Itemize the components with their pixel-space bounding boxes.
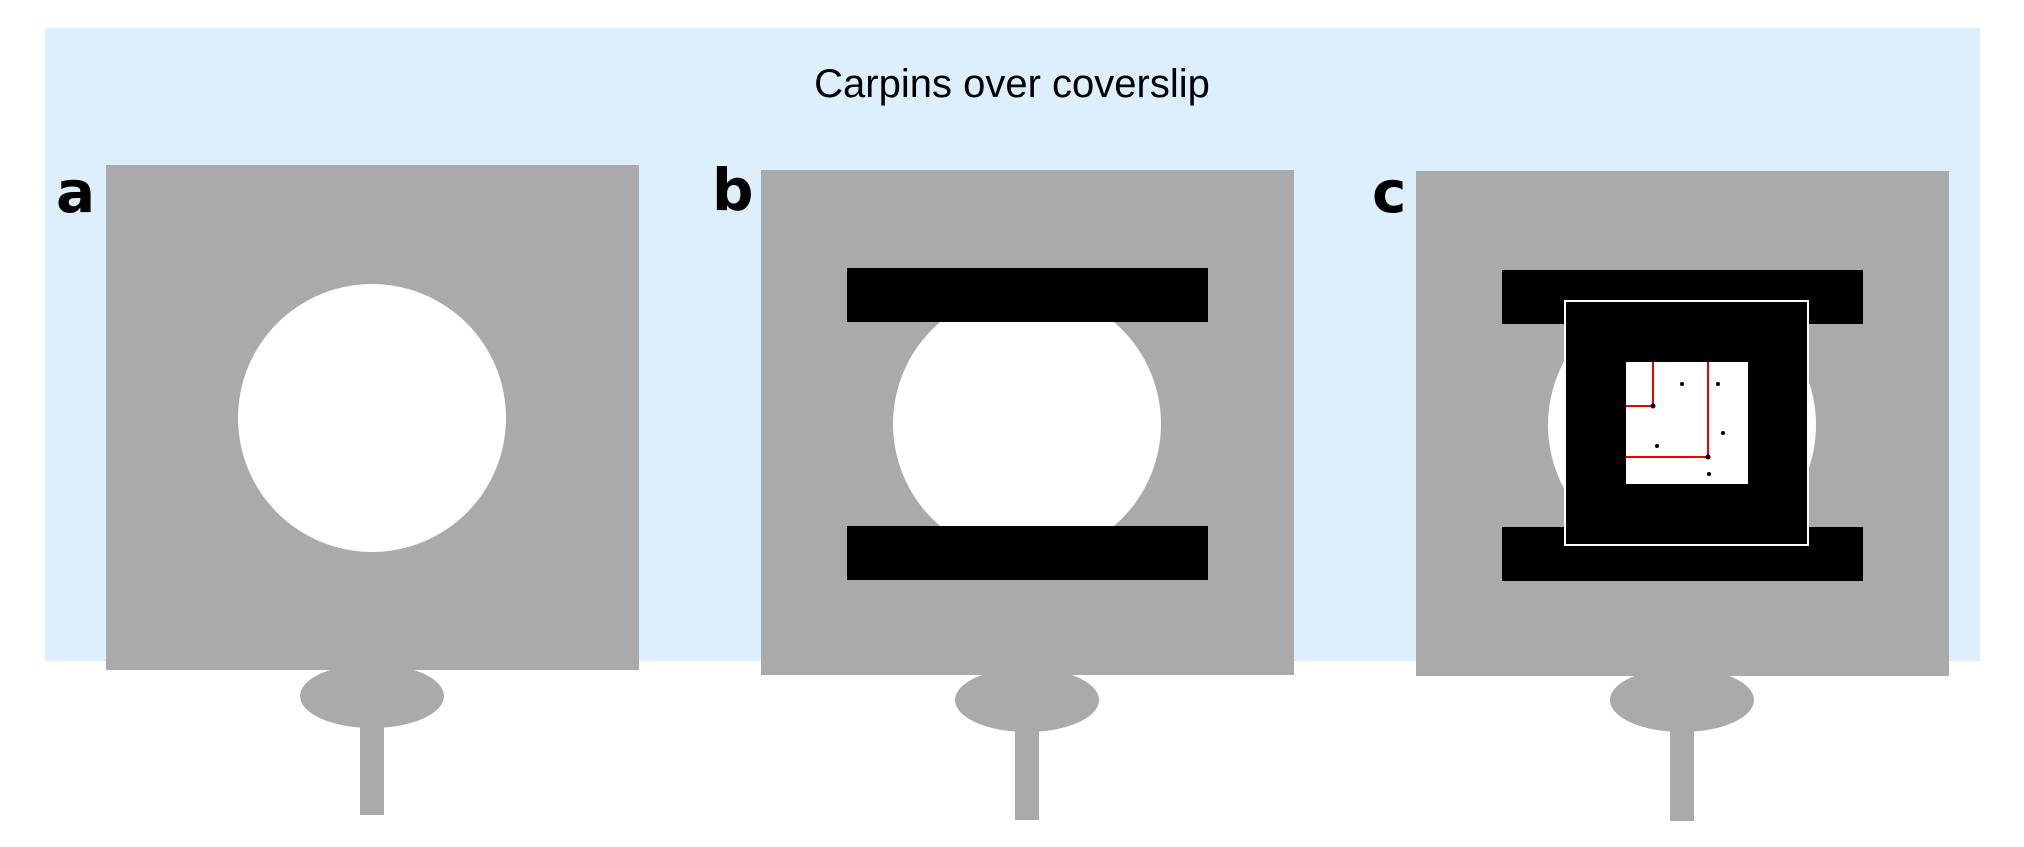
clamp-bar-bottom — [847, 526, 1208, 580]
cell-dot — [1707, 472, 1711, 476]
stand-base — [955, 668, 1099, 732]
panel-label-b: b — [712, 156, 754, 224]
zoom-inset — [1564, 300, 1809, 546]
panel-b: b — [712, 156, 1294, 820]
stand-post — [360, 720, 384, 815]
cell-dot — [1655, 444, 1659, 448]
figure-title: Carpins over coverslip — [814, 62, 1210, 106]
cell-dot — [1716, 382, 1720, 386]
clamp-bar-top — [847, 268, 1208, 322]
panel-c: c — [1372, 158, 1949, 821]
stand-post — [1670, 724, 1694, 821]
panel-a: a — [56, 158, 639, 815]
cell-dot — [1680, 382, 1684, 386]
cell-dot — [1650, 403, 1656, 409]
stand-base — [300, 664, 444, 728]
cell-dot — [1721, 431, 1725, 435]
coverslip-opening — [893, 290, 1161, 558]
panel-label-c: c — [1372, 158, 1406, 226]
coverslip-opening — [238, 284, 506, 552]
stand-post — [1015, 724, 1039, 820]
zoom-inset-field — [1626, 362, 1748, 484]
stand-base — [1610, 668, 1754, 732]
cell-dot — [1705, 454, 1711, 460]
panel-label-a: a — [56, 158, 95, 226]
